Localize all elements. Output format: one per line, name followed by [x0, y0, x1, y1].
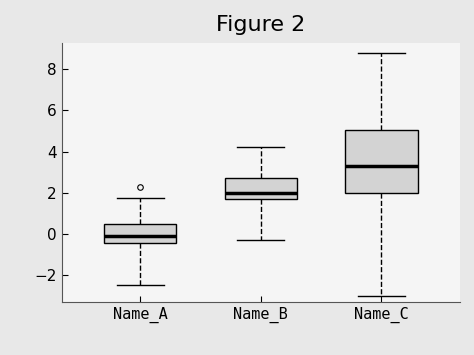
- Bar: [225, 178, 297, 199]
- Bar: [345, 130, 418, 193]
- Bar: [104, 224, 176, 243]
- Title: Figure 2: Figure 2: [216, 16, 305, 36]
